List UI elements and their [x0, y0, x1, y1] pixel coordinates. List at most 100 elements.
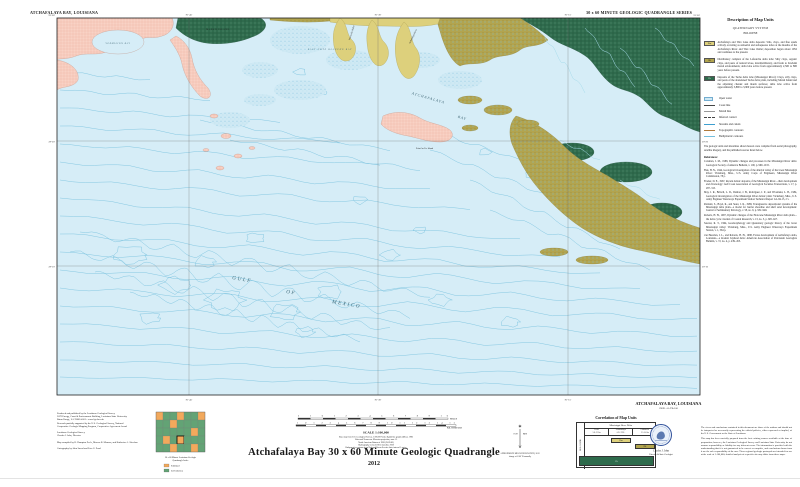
basemap-credit-line: Hydrography revised 2010; shoreline 2008 [358, 443, 394, 446]
open-water-swatch [704, 96, 713, 101]
quad-name: ATCHAFALAYA BAY, LOUISIANA [635, 401, 702, 406]
credit-line: Research partially supported by the U.S.… [57, 421, 124, 425]
credit-line: Cartography by John Snead and Lisa G. Po… [57, 446, 101, 450]
basemap-credit-line: Universal Transverse Mercator projection… [355, 439, 397, 441]
declination-caption: APPROXIMATE MEAN DECLINATION, 2012 [500, 452, 539, 455]
credit-line: 3079 Energy, Coast & Environment Buildin… [57, 415, 127, 419]
panel-title: Description of Map Units [727, 17, 774, 22]
lafourche-delta-olive-landmass [269, 18, 700, 265]
svg-text:29°20′: 29°20′ [48, 140, 55, 143]
declination-caption-2: change of 0°06′ W annually [509, 455, 531, 458]
quadrangle-index-map: 30 x 60 Minute Louisiana Geologic Quadra… [155, 411, 206, 473]
streams-and-canals-layer [544, 27, 695, 200]
index-grid [155, 411, 206, 453]
atchafalaya-river-label: Atchafalaya River [408, 29, 418, 45]
svg-text:91°45′: 91°45′ [186, 399, 193, 402]
vermilion-bay-label: VERMILION BAY [106, 42, 131, 45]
basemap-credit-line: Base map from U.S. Geological Survey, 1:… [339, 436, 413, 439]
map-unit-lafourche: Hlf Distributary complex of the Lafourch… [704, 58, 797, 72]
km-unit-label: KILOMETERS [447, 427, 463, 430]
credits-block: Produced and published by the Louisiana … [57, 412, 153, 450]
chenier-plain-pink-landmass [57, 18, 256, 171]
reference-entry: Fisk, H. N., 1944, Geological investigat… [704, 168, 797, 179]
director-name: Chacko J. John [653, 450, 669, 453]
east-cote-blanche-bay-label: EAST COTE BLANCHE BAY [307, 48, 353, 51]
svg-text:92°00′: 92°00′ [48, 14, 55, 17]
unit-description: Distributary complex of the Lafourche de… [717, 58, 798, 72]
inferred-contact-swatch [704, 117, 715, 119]
unit-swatch-olive: Hlf [704, 58, 715, 64]
wax-lake-outlet-label: Wax Lake Outlet [349, 25, 356, 40]
reference-entry: van Heerden, I. L., and Roberts, H. H., … [704, 233, 797, 244]
map-unit-atchafalaya: Haa Atchafalaya and Wax Lake delta depos… [704, 41, 797, 55]
reference-entry: Saucier, R. T., 1994, Geomorphology and … [704, 222, 797, 233]
index-legend-production-label: In Production [171, 471, 184, 473]
atchafalaya-bay-label-2: BAY [457, 115, 467, 121]
quad-id: 29091-A1-TB-100 [659, 406, 678, 410]
compilation-note: The geologic units and shorelines shown … [704, 145, 797, 152]
column-teche: Teche 5.8–3.9 ka [585, 428, 610, 435]
sheet-main-title: Atchafalaya Bay 30 x 60 Minute Geologic … [248, 447, 500, 458]
svg-text:91°00′: 91°00′ [693, 14, 700, 17]
credit-line: Cooperative Geologic Mapping Program, Co… [57, 424, 127, 428]
index-legend-published-swatch [163, 463, 170, 468]
miles-unit-label: MILES [450, 418, 458, 421]
disclaimer-paragraph: This map has been carefully prepared fro… [701, 437, 792, 456]
streams-swatch [704, 123, 715, 125]
credit-line: Louisiana Geological Survey [57, 431, 85, 435]
svg-text:91°45′: 91°45′ [186, 14, 193, 17]
legend-inferred-contact: Inferred contact [704, 115, 797, 121]
correlation-columns: Teche 5.8–3.9 ka Atchafalaya A.D. 1952– … [585, 428, 657, 436]
declination-diagram: ✶ MN 0°20′ APPROXIMATE MEAN DECLINATION,… [500, 424, 539, 458]
series-title-top-right: 30 x 60 MINUTE GEOLOGIC QUADRANGLE SERIE… [586, 10, 692, 15]
disclaimer-block: The views and conclusions contained in t… [701, 426, 792, 458]
legend-streams: Streams and canals [704, 121, 797, 127]
reference-entry: Roberts, H. H., 1997, Dynamic changes of… [704, 214, 797, 221]
sheet-title-top-left: ATCHAFALAYA BAY, LOUISIANA [30, 10, 99, 15]
index-caption-2: Quadrangle Index [173, 459, 190, 462]
svg-text:29°20′: 29°20′ [702, 140, 708, 143]
marsh-line-swatch [704, 110, 715, 112]
correlation-cell-ht: Ht [579, 455, 654, 466]
broken-marsh-texture [210, 26, 482, 128]
system-heading: QUATERNARY SYSTEM [732, 27, 769, 30]
holocene-row-label: HOLOCENE [577, 422, 585, 469]
mexico-label: MEXICO [331, 299, 362, 310]
index-caption: 30 x 60 Minute Louisiana Geologic [165, 456, 196, 459]
sheet-year: 2012 [368, 461, 380, 467]
svg-text:91°15′: 91°15′ [565, 14, 572, 17]
reference-entry: Frazier, D. E., 1967, Recent deltaic dep… [704, 179, 797, 190]
director-title: Director & State Geologist [649, 453, 673, 456]
star-icon: ✶ [518, 424, 522, 430]
atchafalaya-delta-yellow-landmass [329, 18, 441, 79]
series-heading: HOLOCENE [743, 32, 758, 35]
basemap-credit-line: North American Datum of 1983 (NAD 83) [358, 441, 394, 444]
legend-bathy-contours: Bathymetric contours [704, 134, 797, 140]
correlation-of-map-units: Correlation of Map Units HOLOCENE Missis… [572, 416, 660, 469]
svg-text:29°10′: 29°10′ [48, 265, 55, 268]
sheet-bottom-edge [0, 478, 800, 479]
credit-line: Produced and published by the Louisiana … [57, 412, 115, 415]
column-atchafalaya: Atchafalaya A.D. 1952– [609, 428, 634, 435]
credit-line: Baton Rouge, LA 70803-4101 • www.lgs.lsu… [57, 418, 104, 422]
magnetic-north-label: MN [523, 433, 527, 436]
references-heading: References: [704, 155, 718, 159]
map-neatline [56, 17, 701, 396]
correlation-title: Correlation of Map Units [595, 416, 637, 420]
unit-description: Atchafalaya and Wax Lake delta deposits:… [717, 41, 798, 55]
pelican-icon [656, 431, 665, 440]
map-unit-teche: Ht Deposits of the Teche delta lobe (Mis… [704, 75, 798, 90]
map-canvas: 92°00′ 91°00′ 91°45′ 91°30′ 91°15′ 29°20… [48, 14, 708, 402]
edge-coordinate-labels: 92°00′ 91°00′ 91°45′ 91°30′ 91°15′ 29°20… [48, 14, 708, 402]
index-legend-production-swatch [163, 468, 170, 473]
correlation-cell-hlf: Hlf [635, 443, 655, 449]
reference-entry: May, J. R., Britsch, L. D., Dunbar, J. B… [704, 191, 797, 201]
column-lafourche: Lafourche 2.5–0.8 ka [640, 429, 650, 434]
scale-text: SCALE 1:100,000 [363, 431, 389, 435]
svg-text:91°30′: 91°30′ [375, 14, 382, 17]
legend-open-water: Open water [704, 95, 797, 101]
correlation-box: HOLOCENE Mississippi River Delta Teche 5… [576, 421, 657, 469]
svg-text:91°15′: 91°15′ [565, 399, 572, 402]
marsh-island-label: MARSH ISLAND [206, 28, 230, 31]
unit-description: Deposits of the Teche delta lobe (Missis… [717, 75, 798, 89]
